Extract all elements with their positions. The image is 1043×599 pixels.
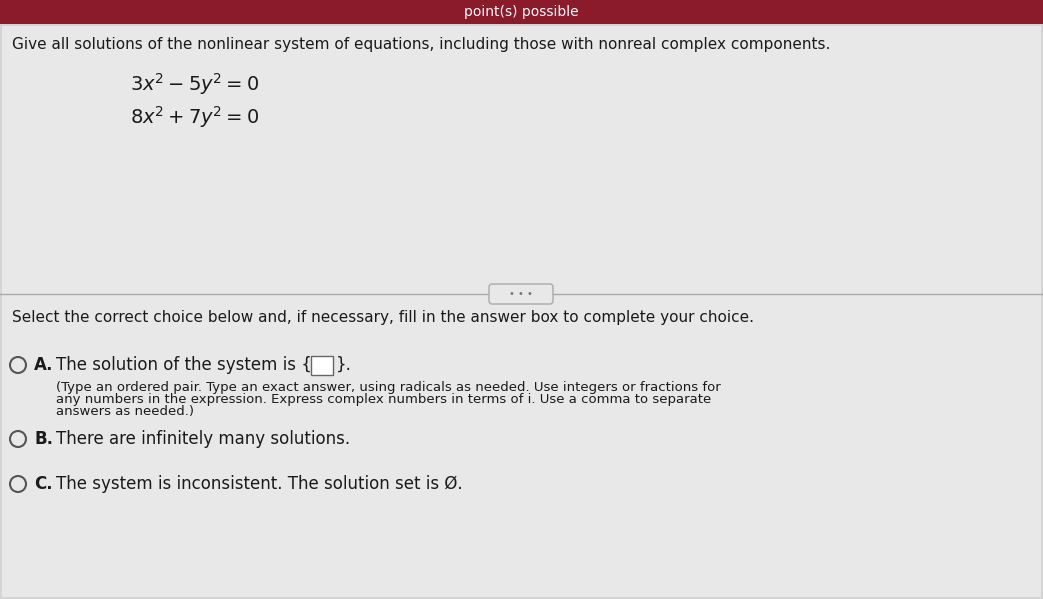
FancyBboxPatch shape	[2, 26, 1041, 304]
Text: Select the correct choice below and, if necessary, fill in the answer box to com: Select the correct choice below and, if …	[13, 310, 754, 325]
Text: $8x^2 + 7y^2 = 0$: $8x^2 + 7y^2 = 0$	[130, 104, 259, 130]
Text: }.: }.	[336, 356, 351, 374]
Text: The system is inconsistent. The solution set is Ø.: The system is inconsistent. The solution…	[56, 475, 463, 493]
Text: point(s) possible: point(s) possible	[464, 5, 578, 19]
Text: A.: A.	[34, 356, 53, 374]
Text: There are infinitely many solutions.: There are infinitely many solutions.	[56, 430, 350, 448]
FancyBboxPatch shape	[489, 284, 553, 304]
FancyBboxPatch shape	[311, 356, 333, 375]
Text: answers as needed.): answers as needed.)	[56, 405, 194, 418]
Text: $3x^2 - 5y^2 = 0$: $3x^2 - 5y^2 = 0$	[130, 71, 259, 97]
Text: • • •: • • •	[509, 289, 533, 299]
Text: Give all solutions of the nonlinear system of equations, including those with no: Give all solutions of the nonlinear syst…	[13, 37, 830, 52]
FancyBboxPatch shape	[0, 0, 1043, 24]
Text: C.: C.	[34, 475, 52, 493]
Text: any numbers in the expression. Express complex numbers in terms of i. Use a comm: any numbers in the expression. Express c…	[56, 393, 711, 406]
FancyBboxPatch shape	[2, 304, 1041, 597]
Text: The solution of the system is {: The solution of the system is {	[56, 356, 312, 374]
Text: B.: B.	[34, 430, 53, 448]
Text: (Type an ordered pair. Type an exact answer, using radicals as needed. Use integ: (Type an ordered pair. Type an exact ans…	[56, 381, 721, 394]
